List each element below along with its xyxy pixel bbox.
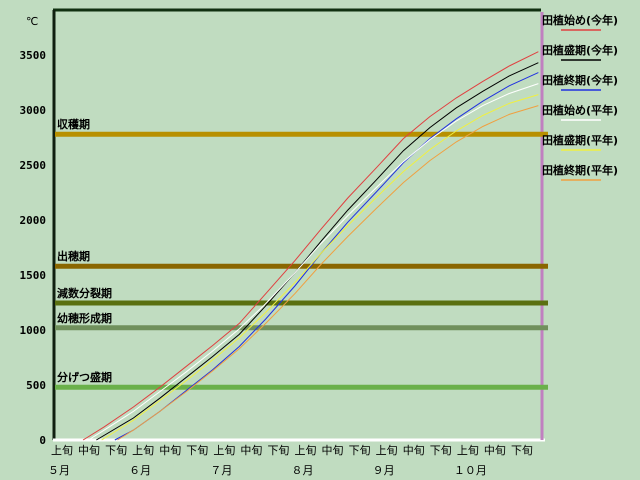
y-tick-label: 1000 xyxy=(20,324,47,337)
legend-label: 田植終期(平年) xyxy=(542,163,618,177)
stage-label: 減数分裂期 xyxy=(57,286,112,300)
x-month-label: ７月 xyxy=(210,464,232,477)
x-dekad-label: 上旬 xyxy=(51,444,73,457)
y-tick-label: 3500 xyxy=(20,49,47,62)
y-tick-label: 2500 xyxy=(20,159,47,172)
x-dekad-label: 中旬 xyxy=(240,444,262,457)
y-tick-label: 500 xyxy=(26,379,46,392)
stage-label: 出穂期 xyxy=(57,249,90,263)
x-dekad-label: 中旬 xyxy=(322,444,344,457)
x-month-label: １０月 xyxy=(454,464,487,477)
x-dekad-label: 中旬 xyxy=(403,444,425,457)
x-dekad-label: 上旬 xyxy=(457,444,479,457)
x-dekad-label: 上旬 xyxy=(376,444,398,457)
x-dekad-label: 中旬 xyxy=(78,444,100,457)
legend-label: 田植始め(今年) xyxy=(542,13,618,27)
x-dekad-label: 上旬 xyxy=(295,444,317,457)
x-dekad-label: 下旬 xyxy=(105,444,127,457)
x-dekad-label: 下旬 xyxy=(349,444,371,457)
x-dekad-label: 下旬 xyxy=(186,444,208,457)
legend-label: 田植終期(今年) xyxy=(542,73,618,87)
x-dekad-label: 上旬 xyxy=(213,444,235,457)
y-unit-label: ℃ xyxy=(26,15,38,28)
x-dekad-label: 下旬 xyxy=(267,444,289,457)
legend-label: 田植盛期(平年) xyxy=(542,133,618,147)
x-month-label: ９月 xyxy=(373,464,395,477)
x-month-label: ８月 xyxy=(292,464,314,477)
y-tick-label: 1500 xyxy=(20,269,47,282)
legend-label: 田植始め(平年) xyxy=(542,103,618,117)
y-tick-label: 2000 xyxy=(20,214,47,227)
x-dekad-label: 下旬 xyxy=(430,444,452,457)
x-dekad-label: 上旬 xyxy=(132,444,154,457)
y-tick-label: 0 xyxy=(39,434,46,447)
legend-label: 田植盛期(今年) xyxy=(542,43,618,57)
y-tick-label: 3000 xyxy=(20,104,47,117)
series-line xyxy=(88,83,539,441)
x-month-label: ５月 xyxy=(48,464,70,477)
stage-label: 幼穂形成期 xyxy=(57,311,112,325)
x-dekad-label: 中旬 xyxy=(484,444,506,457)
stage-label: 分げつ盛期 xyxy=(57,370,112,384)
x-dekad-label: 下旬 xyxy=(511,444,533,457)
x-month-label: ６月 xyxy=(129,464,151,477)
series-line xyxy=(82,51,539,441)
stage-label: 収穫期 xyxy=(57,117,90,131)
x-dekad-label: 中旬 xyxy=(159,444,181,457)
